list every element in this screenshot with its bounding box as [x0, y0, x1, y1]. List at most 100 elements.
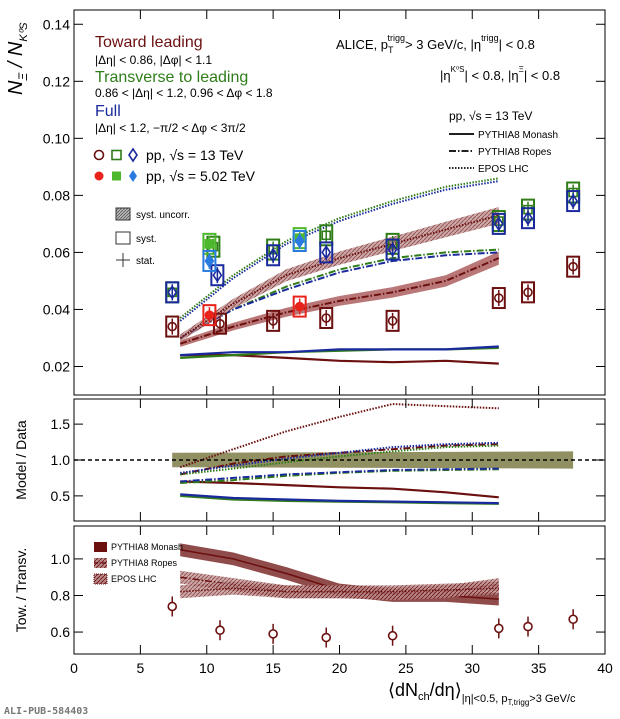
model-band-EPOS LHC Toward: [180, 207, 499, 342]
legend-toward-cut: |Δη| < 0.86, |Δφ| < 1.1: [95, 53, 212, 67]
y-tick-label: 0.06: [43, 244, 70, 260]
ratio-model-Ropes Full: [180, 467, 499, 483]
legend-transverse-cut: 0.86 < |Δη| < 1.2, 0.96 < Δφ < 1.8: [95, 86, 273, 100]
tow-transv-point-5: [493, 623, 504, 634]
data-uncertainty-band: [172, 451, 574, 469]
x-tick-label: 25: [398, 660, 414, 676]
legend-marker-full-5: [129, 170, 137, 182]
marker-Toward, pp 13 TeV-3: [321, 313, 332, 323]
r2-legend-monash: PYTHIA8 Monash: [111, 542, 183, 552]
syst-box-Full, pp 5.02 TeV-0: [202, 249, 217, 272]
marker-Full, pp 13 TeV-6: [523, 210, 533, 226]
model-line-EPOS LHC Transverse: [179, 177, 499, 319]
r2-legend-epos: EPOS LHC: [111, 574, 157, 584]
marker-Full, pp 13 TeV-2: [268, 247, 279, 263]
tow-transv-point-6: [523, 621, 533, 632]
main-y-label: NΞ / NK⁰S: [5, 22, 30, 95]
syst-box-Full, pp 13 TeV-1: [210, 264, 225, 287]
syst-box-Toward, pp 5.02 TeV-0: [202, 304, 217, 327]
x-tick-label: 5: [136, 660, 144, 676]
x-tick-label: 0: [70, 660, 78, 676]
r2-legend-monash-swatch: [94, 542, 107, 552]
syst-box-Toward, pp 13 TeV-3: [319, 307, 334, 329]
model-line-EPOS LHC Toward: [179, 214, 500, 339]
syst-box-Full, pp 13 TeV-7: [566, 190, 581, 213]
y-tick-label: 0.08: [43, 187, 70, 203]
legend-syst-uncorr: syst. uncorr.: [136, 210, 190, 221]
legend-pp502: pp, √s = 5.02 TeV: [146, 168, 256, 184]
ratio-model-Monash Toward: [180, 480, 499, 499]
ratio-model-Ropes Toward: [180, 443, 499, 476]
r2-legend-epos-swatch: [93, 573, 108, 585]
tow-transv-y-label: Tow. / Transv.: [13, 548, 29, 633]
legend-toward-title: Toward leading: [95, 34, 203, 51]
y-tick-label: 0.10: [43, 130, 70, 146]
model-legend-title: pp, √s = 13 TeV: [449, 109, 532, 123]
syst-box-Toward, pp 13 TeV-7: [566, 255, 581, 278]
legend-marker-toward-13: [93, 149, 105, 161]
model-line-EPOS LHC Full: [179, 180, 499, 322]
legend-syst-uncorr-swatch: [115, 207, 131, 221]
syst-box-Full, pp 13 TeV-6: [521, 207, 536, 230]
legend-pp13: pp, √s = 13 TeV: [146, 147, 244, 163]
marker-Full, pp 5.02 TeV-1: [294, 233, 305, 249]
model-legend-epos: EPOS LHC: [478, 164, 529, 175]
y-tick-label: 0.12: [43, 73, 70, 89]
x-tick-label: 10: [199, 660, 215, 676]
syst-box-Full, pp 13 TeV-0: [165, 281, 180, 304]
syst-box-Toward, pp 13 TeV-2: [266, 309, 281, 332]
y-tick-label: 0.14: [43, 16, 70, 32]
marker-Full, pp 5.02 TeV-0: [204, 253, 215, 269]
model-data-panel: [74, 402, 605, 505]
watermark: ALI-PUB-584403: [4, 706, 88, 717]
syst-box-Full, pp 13 TeV-4: [385, 238, 400, 261]
model-line-PYTHIA8 Ropes Full: [179, 251, 499, 339]
marker-Toward, pp 13 TeV-6: [523, 287, 533, 298]
legend-full-title: Full: [95, 103, 121, 120]
x-tick-label: 40: [597, 660, 613, 676]
syst-box-Toward, pp 13 TeV-5: [491, 287, 506, 310]
marker-Toward, pp 13 TeV-5: [493, 293, 504, 303]
syst-box-Full, pp 13 TeV-5: [491, 212, 506, 235]
y-tick-label: 1.5: [51, 416, 71, 432]
syst-box-Toward, pp 13 TeV-4: [385, 309, 400, 332]
r2-legend-ropes: PYTHIA8 Ropes: [111, 558, 178, 568]
tow-transv-panel: [167, 543, 578, 648]
y-tick-label: 0.5: [51, 488, 71, 504]
x-tick-label: 30: [464, 660, 480, 676]
legend-marker-toward-5: [94, 171, 104, 181]
y-axis-ticks: 0.02 0.04 0.06 0.08 0.10 0.12 0.14 0.5 1.0 1.5 0.6…: [43, 16, 605, 640]
syst-box-Toward, pp 5.02 TeV-1: [292, 295, 307, 318]
legend-marker-transverse-5: [112, 171, 121, 181]
x-axis-ticks: 0 5 10 15 20 25 30 35 40: [70, 10, 613, 676]
main-panel: [165, 177, 581, 365]
tow-transv-model-EPOS LHC: [180, 587, 499, 593]
syst-box-Toward, pp 13 TeV-1: [213, 312, 228, 335]
marker-Toward, pp 13 TeV-0: [167, 321, 178, 332]
marker-Full, pp 13 TeV-1: [212, 267, 223, 283]
syst-box-Full, pp 13 TeV-3: [319, 241, 334, 264]
tow-transv-point-7: [568, 614, 578, 625]
marker-Toward, pp 5.02 TeV-0: [204, 310, 215, 320]
marker-Toward, pp 13 TeV-7: [568, 261, 578, 272]
x-tick-label: 15: [265, 660, 281, 676]
legend-marker-transverse-13: [111, 149, 122, 161]
ratio-model-EPOS Full: [180, 441, 499, 474]
x-tick-label: 20: [332, 660, 348, 676]
tow-transv-point-0: [167, 601, 178, 612]
legend-transverse-title: Transverse to leading: [95, 69, 248, 86]
legend-syst-swatch: [115, 231, 131, 245]
marker-Full, pp 13 TeV-7: [568, 193, 579, 209]
y-tick-label: 1.0: [51, 551, 71, 567]
syst-box-Toward, pp 13 TeV-6: [521, 281, 536, 304]
syst-box-Toward, pp 13 TeV-0: [165, 315, 180, 338]
ratio-model-EPOS Transverse: [180, 444, 499, 476]
tow-transv-band-EPOS LHC: [180, 581, 499, 599]
marker-Toward, pp 13 TeV-2: [268, 316, 278, 326]
marker-Full, pp 13 TeV-3: [321, 244, 332, 260]
marker-Full, pp 13 TeV-4: [387, 242, 398, 257]
model-band-PYTHIA8 Ropes Toward: [180, 251, 499, 347]
marker-Toward, pp 5.02 TeV-1: [294, 301, 305, 312]
tow-transv-point-3: [321, 632, 332, 643]
